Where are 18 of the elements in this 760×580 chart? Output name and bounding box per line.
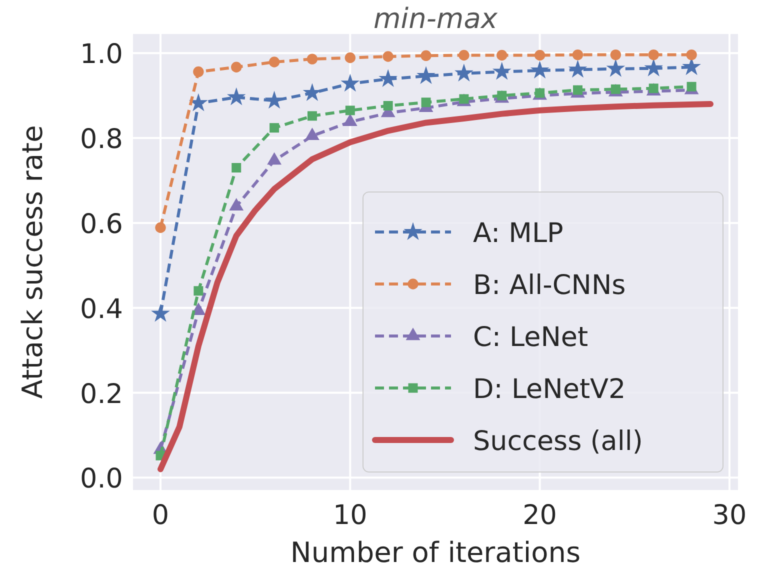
legend-label: A: MLP — [473, 218, 564, 249]
legend-label: C: LeNet — [473, 322, 588, 353]
y-tick-label: 0.6 — [80, 208, 123, 240]
x-tick-label: 20 — [522, 500, 557, 531]
y-tick-label: 0.2 — [80, 378, 123, 410]
y-tick-label: 0.8 — [80, 124, 123, 156]
x-tick-label: 10 — [332, 500, 368, 531]
y-tick-label: 0.4 — [80, 294, 123, 325]
legend-label: D: LeNetV2 — [473, 374, 626, 405]
x-tick-label: 30 — [712, 500, 747, 531]
y-tick-label: 1.0 — [80, 39, 123, 70]
x-tick-label: 0 — [152, 500, 170, 531]
legend-label: B: All-CNNs — [473, 270, 626, 301]
y-axis-title: Attack success rate — [16, 125, 49, 399]
chart-title: min-max — [374, 2, 498, 35]
y-tick-label: 0.0 — [80, 464, 123, 495]
x-axis-title: Number of iterations — [290, 536, 581, 569]
legend-label: Success (all) — [473, 426, 643, 457]
